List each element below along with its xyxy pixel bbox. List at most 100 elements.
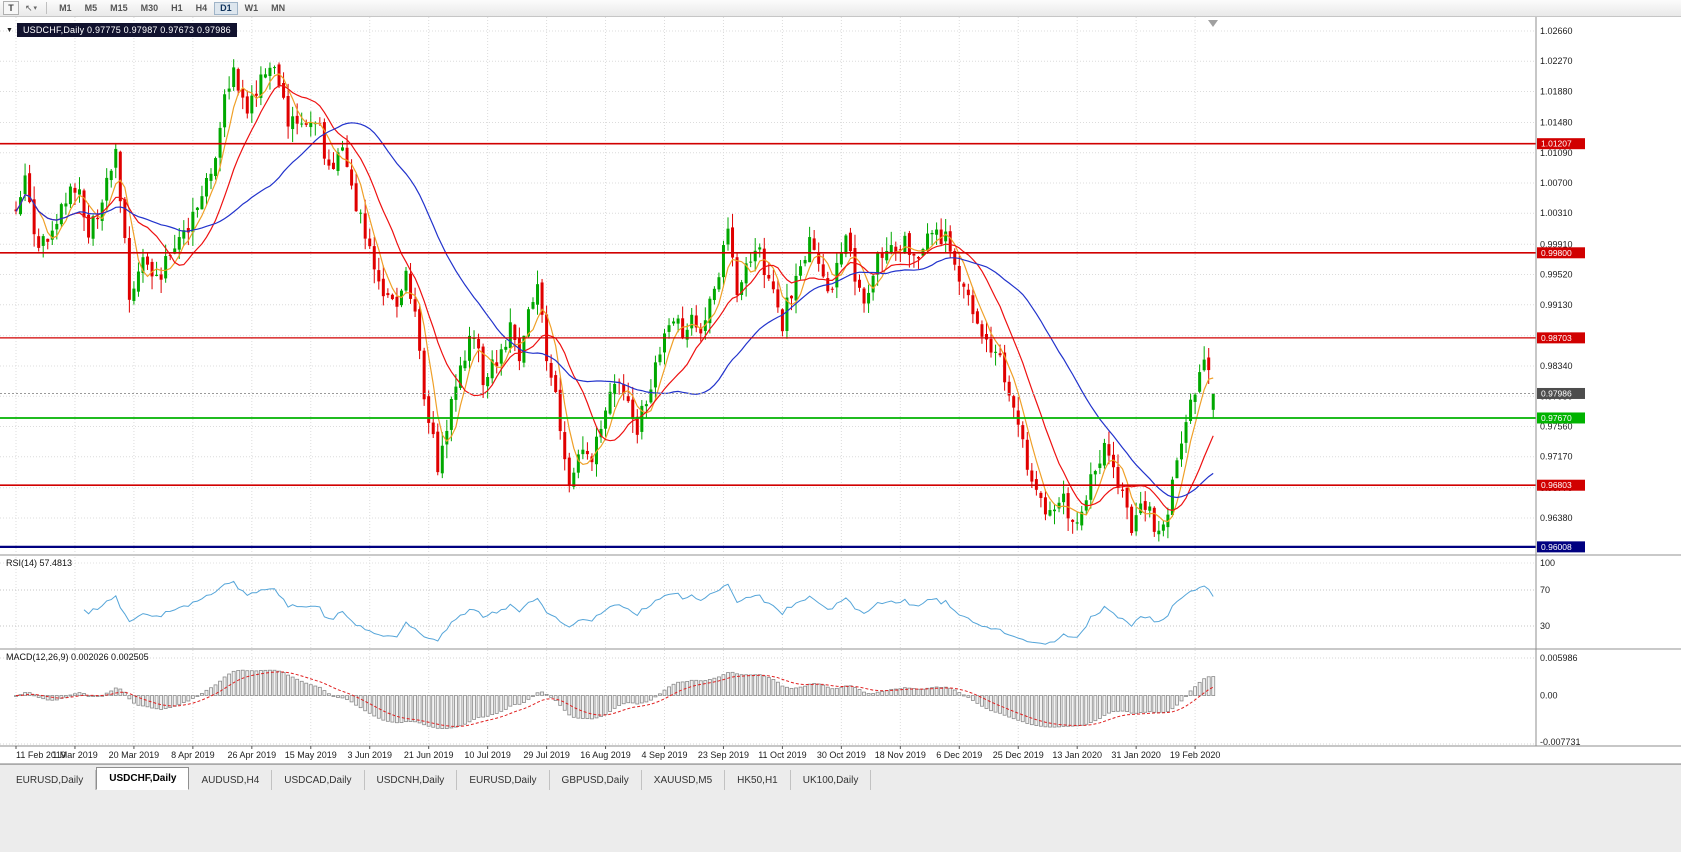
svg-text:-0.007731: -0.007731: [1540, 737, 1581, 747]
level-price-tag: 0.96008: [1537, 541, 1585, 553]
svg-text:23 Sep 2019: 23 Sep 2019: [698, 750, 749, 760]
svg-text:20 Mar 2019: 20 Mar 2019: [109, 750, 160, 760]
chart-shift-marker-icon[interactable]: [1208, 20, 1218, 27]
svg-text:0.98703: 0.98703: [1541, 333, 1572, 343]
svg-text:31 Jan 2020: 31 Jan 2020: [1111, 750, 1161, 760]
rsi-indicator-label: RSI(14) 57.4813: [6, 558, 73, 568]
chart-tab-0-eurusd-daily[interactable]: EURUSD,Daily: [4, 770, 97, 790]
current-price-tag: 0.97986: [1537, 387, 1585, 399]
timeframe-button-group: M1 M5 M15 M30 H1 H4 D1 W1 MN: [53, 1, 291, 15]
svg-text:21 Jun 2019: 21 Jun 2019: [404, 750, 454, 760]
chart-tab-bar: EURUSD,Daily USDCHF,Daily AUDUSD,H4 USDCAD,…: [0, 764, 1681, 790]
level-price-tag: 1.01207: [1537, 138, 1585, 150]
level-price-tag: 0.97670: [1537, 412, 1585, 424]
svg-text:13 Jan 2020: 13 Jan 2020: [1052, 750, 1102, 760]
timeframe-button-d1[interactable]: D1: [214, 1, 238, 15]
cursor-tool-icon[interactable]: ↖ ▾: [22, 1, 40, 15]
svg-text:70: 70: [1540, 585, 1550, 595]
svg-text:18 Nov 2019: 18 Nov 2019: [875, 750, 926, 760]
macd-indicator-label: MACD(12,26,9) 0.002026 0.002505: [6, 652, 149, 662]
svg-text:6 Dec 2019: 6 Dec 2019: [936, 750, 982, 760]
timeframe-button-m30[interactable]: M30: [135, 2, 165, 15]
svg-text:19 Feb 2020: 19 Feb 2020: [1170, 750, 1221, 760]
svg-text:1.02660: 1.02660: [1540, 26, 1573, 36]
chart-tab-2-audusd-h4[interactable]: AUDUSD,H4: [189, 770, 273, 790]
window-bottom-area: [0, 790, 1681, 852]
chart-tool-button[interactable]: T: [3, 1, 19, 15]
timeframe-button-m1[interactable]: M1: [53, 2, 78, 15]
toolbar-separator: [46, 2, 48, 14]
timeframe-button-m5[interactable]: M5: [79, 2, 104, 15]
level-price-tag: 0.99800: [1537, 247, 1585, 259]
timeframe-button-mn[interactable]: MN: [265, 2, 291, 15]
svg-text:0.96008: 0.96008: [1541, 542, 1572, 552]
svg-text:0.98340: 0.98340: [1540, 361, 1573, 371]
svg-text:0.005986: 0.005986: [1540, 653, 1578, 663]
rsi-axis-labels: 100 70 30: [1540, 558, 1555, 631]
chart-symbol-header[interactable]: ▼ USDCHF,Daily 0.97775 0.97987 0.97673 0…: [6, 23, 237, 37]
chart-tab-8-hk50-h1[interactable]: HK50,H1: [725, 770, 791, 790]
svg-text:4 Sep 2019: 4 Sep 2019: [641, 750, 687, 760]
svg-text:8 Apr 2019: 8 Apr 2019: [171, 750, 215, 760]
svg-text:11 Oct 2019: 11 Oct 2019: [758, 750, 806, 760]
macd-signal-line: [15, 671, 1214, 727]
chart-tab-9-uk100-daily[interactable]: UK100,Daily: [791, 770, 872, 790]
panel-splitter[interactable]: [0, 648, 1681, 650]
svg-text:30 Oct 2019: 30 Oct 2019: [817, 750, 866, 760]
svg-text:26 Apr 2019: 26 Apr 2019: [228, 750, 277, 760]
svg-text:0.00: 0.00: [1540, 691, 1558, 701]
svg-text:10 Jul 2019: 10 Jul 2019: [464, 750, 511, 760]
svg-text:0.97670: 0.97670: [1541, 413, 1572, 423]
timeframe-button-h1[interactable]: H1: [165, 2, 189, 15]
svg-text:1.01207: 1.01207: [1541, 139, 1572, 149]
svg-text:0.97560: 0.97560: [1540, 422, 1573, 432]
macd-axis-labels: 0.005986 0.00 -0.007731: [1540, 653, 1581, 747]
svg-text:1.00310: 1.00310: [1540, 208, 1573, 218]
svg-text:1.01880: 1.01880: [1540, 86, 1573, 96]
svg-text:30: 30: [1540, 621, 1550, 631]
moving-average-lines: [15, 73, 1214, 523]
svg-text:0.96803: 0.96803: [1541, 480, 1572, 490]
svg-text:3 Jun 2019: 3 Jun 2019: [347, 750, 392, 760]
chart-tab-1-usdchf-daily[interactable]: USDCHF,Daily: [96, 767, 190, 790]
chart-canvas[interactable]: 1.02660 1.02270 1.01880 1.01480 1.01090 1.007…: [0, 17, 1681, 764]
svg-text:1.01480: 1.01480: [1540, 118, 1573, 128]
candlesticks: [14, 59, 1215, 542]
svg-text:100: 100: [1540, 558, 1555, 568]
panel-splitter[interactable]: [0, 554, 1681, 556]
level-price-tag: 0.98703: [1537, 332, 1585, 344]
chart-area[interactable]: 1.02660 1.02270 1.01880 1.01480 1.01090 1.007…: [0, 17, 1681, 764]
svg-text:16 Aug 2019: 16 Aug 2019: [580, 750, 631, 760]
timeframe-button-m15[interactable]: M15: [104, 2, 134, 15]
rsi-line: [83, 580, 1214, 645]
svg-text:1.00700: 1.00700: [1540, 178, 1573, 188]
collapse-arrow-icon[interactable]: ▼: [6, 26, 13, 34]
svg-text:0.99130: 0.99130: [1540, 300, 1573, 310]
svg-text:0.99910: 0.99910: [1540, 239, 1573, 249]
svg-text:0.96380: 0.96380: [1540, 513, 1573, 523]
horizontal-level-lines[interactable]: [0, 142, 1536, 548]
level-price-tag: 0.96803: [1537, 479, 1585, 491]
timeframe-button-w1[interactable]: W1: [239, 2, 265, 15]
svg-text:15 May 2019: 15 May 2019: [285, 750, 337, 760]
svg-text:0.99520: 0.99520: [1540, 270, 1573, 280]
dropdown-arrow-icon: ▾: [33, 5, 38, 12]
svg-text:1.01090: 1.01090: [1540, 148, 1573, 158]
chart-tab-7-xauusd-m5[interactable]: XAUUSD,M5: [642, 770, 726, 790]
svg-text:29 Jul 2019: 29 Jul 2019: [523, 750, 570, 760]
symbol-ohlc-label: USDCHF,Daily 0.97775 0.97987 0.97673 0.9…: [16, 23, 237, 37]
svg-text:1.02270: 1.02270: [1540, 56, 1573, 66]
chart-tab-5-eurusd-daily[interactable]: EURUSD,Daily: [457, 770, 550, 790]
svg-text:0.97986: 0.97986: [1541, 388, 1572, 398]
chart-tab-3-usdcad-daily[interactable]: USDCAD,Daily: [272, 770, 365, 790]
svg-text:0.99800: 0.99800: [1541, 248, 1572, 258]
timeframe-button-h4[interactable]: H4: [190, 2, 214, 15]
chart-tab-6-gbpusd-daily[interactable]: GBPUSD,Daily: [550, 770, 642, 790]
svg-text:1 Mar 2019: 1 Mar 2019: [52, 750, 98, 760]
chart-tab-4-usdcnh-daily[interactable]: USDCNH,Daily: [365, 770, 458, 790]
top-toolbar: T ↖ ▾ M1 M5 M15 M30 H1 H4 D1 W1 MN: [0, 0, 1681, 17]
svg-text:0.97170: 0.97170: [1540, 452, 1573, 462]
svg-text:25 Dec 2019: 25 Dec 2019: [993, 750, 1044, 760]
svg-text:11 Feb 2019: 11 Feb 2019: [16, 750, 66, 760]
